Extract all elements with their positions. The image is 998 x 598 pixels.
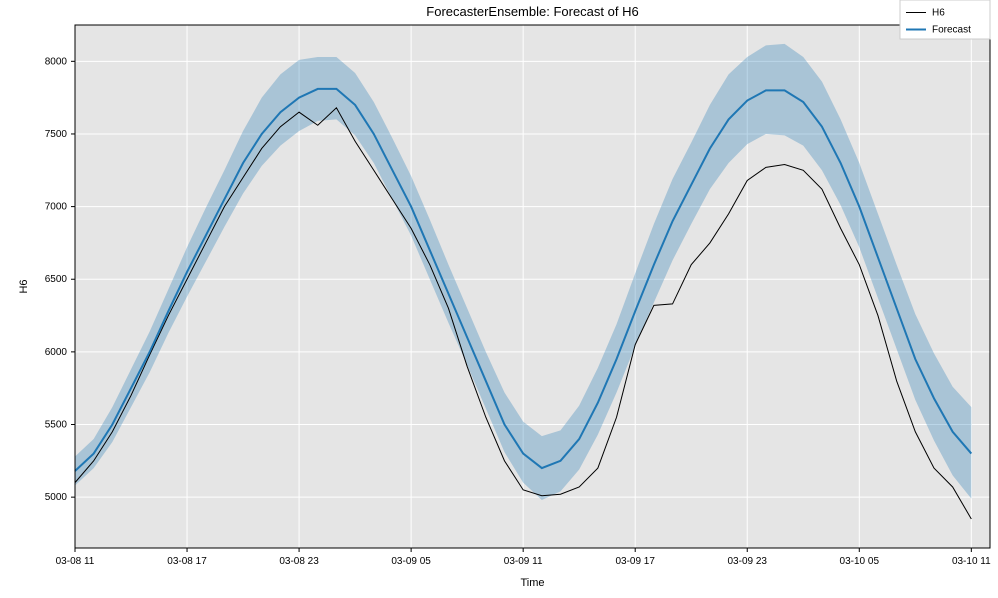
forecast-chart: 03-08 11 03-08 17 03-08 23 03-09 05 03-09 11… — [0, 0, 998, 598]
y-tick-label: 5500 — [45, 420, 68, 431]
x-tick-label: 03-09 23 — [728, 556, 768, 567]
chart-container: 03-08 11 03-08 17 03-08 23 03-09 05 03-09 11… — [0, 0, 998, 598]
y-tick-label: 8000 — [45, 56, 68, 67]
x-tick-label: 03-10 11 — [952, 556, 991, 567]
x-tick-label: 03-09 05 — [391, 556, 431, 567]
x-tick-label: 03-08 11 — [56, 556, 95, 567]
legend-label: Forecast — [932, 25, 971, 36]
y-tick-label: 7000 — [45, 202, 68, 213]
y-tick-label: 5000 — [45, 492, 68, 503]
x-tick-label: 03-10 05 — [840, 556, 880, 567]
x-tick-label: 03-09 11 — [504, 556, 543, 567]
y-tick-label: 6500 — [45, 274, 68, 285]
y-tick-label: 7500 — [45, 129, 68, 140]
legend-label: H6 — [932, 8, 945, 19]
y-axis-label: H6 — [18, 279, 30, 293]
y-tick-label: 6000 — [45, 347, 68, 358]
x-tick-label: 03-08 17 — [167, 556, 207, 567]
x-tick-label: 03-09 17 — [615, 556, 655, 567]
x-axis-label: Time — [520, 577, 544, 589]
legend: H6 Forecast — [900, 0, 990, 39]
x-tick-label: 03-08 23 — [279, 556, 319, 567]
chart-title: ForecasterEnsemble: Forecast of H6 — [426, 4, 638, 19]
